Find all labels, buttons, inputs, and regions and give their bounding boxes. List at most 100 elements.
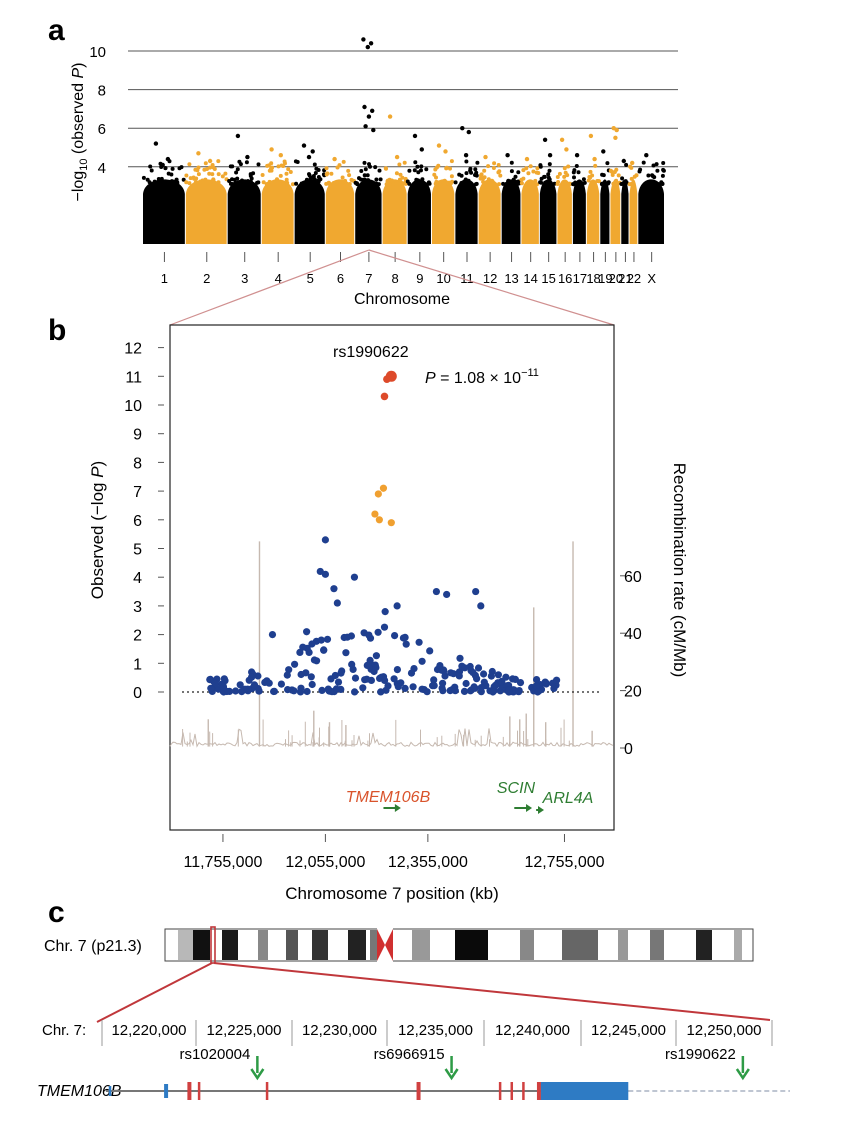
snp-point — [473, 167, 478, 172]
xtick-label-chr-19: 19 — [598, 271, 612, 286]
snp-point — [453, 180, 458, 185]
snp-point — [346, 168, 351, 173]
snp-point — [552, 181, 557, 186]
xtick-label-chr-7: 7 — [365, 271, 372, 286]
snp-point-low — [330, 585, 338, 593]
panel-label-b: b — [48, 314, 66, 347]
chromosome-label: Chr. 7 (p21.3) — [44, 938, 142, 955]
snp-point — [394, 171, 399, 176]
snp-point — [526, 171, 531, 176]
snp-point — [531, 169, 536, 174]
snp-point — [506, 178, 511, 183]
snp-point — [496, 163, 501, 167]
snp-point — [260, 173, 265, 177]
zoom-line-right — [213, 962, 771, 1021]
ruler-label-6: 12,250,000 — [686, 1022, 761, 1039]
snp-point — [366, 178, 371, 183]
chromosome-band — [193, 930, 210, 960]
snp-point — [275, 177, 279, 182]
snp-point — [546, 172, 551, 177]
snp-point — [284, 171, 289, 176]
snp-point-low — [207, 684, 215, 692]
snp-point — [266, 163, 271, 168]
y-axis-left-label: Observed (−log P) — [88, 461, 107, 599]
snp-point — [616, 173, 621, 178]
snp-point — [629, 165, 634, 170]
snp-point — [450, 179, 455, 184]
snp-point-low — [291, 660, 299, 668]
snp-point — [538, 180, 543, 185]
snp-point — [391, 182, 396, 187]
snp-point — [651, 179, 656, 184]
snp-point — [314, 166, 319, 171]
ytick-left-label-6: 6 — [133, 513, 142, 530]
snp-point-low — [532, 682, 541, 690]
snp-point-low — [511, 675, 519, 684]
snp-point — [244, 160, 249, 165]
chromosome-3-dense-block — [227, 179, 261, 244]
snp-point — [255, 180, 259, 185]
snp-point-low — [265, 679, 273, 687]
xtick-label-chr-21: 21 — [618, 271, 632, 286]
xtick-label-chr-9: 9 — [416, 271, 423, 286]
xtick-label-chr-12: 12 — [483, 271, 497, 286]
snp-point — [208, 165, 212, 170]
snp-point — [187, 181, 192, 186]
snp-point — [212, 167, 217, 171]
chromosome-band — [370, 930, 377, 960]
ruler-label-3: 12,235,000 — [398, 1022, 473, 1039]
ytick-left-label-2: 2 — [133, 628, 142, 645]
chromosome-10-dense-block — [431, 179, 455, 244]
snp-point — [307, 172, 311, 177]
ytick-left-label-0: 0 — [133, 685, 142, 702]
snp-point-low — [451, 687, 459, 695]
snp-point — [302, 182, 307, 187]
snp-point — [646, 173, 651, 178]
snp-point-low — [456, 654, 464, 662]
y-axis-right-label: Recombination rate (cM/Mb) — [670, 463, 689, 677]
snp-point — [207, 171, 212, 176]
chromosome-band — [178, 930, 193, 960]
snp-point — [416, 178, 421, 183]
snp-point — [216, 180, 221, 185]
peak-snp-point — [574, 153, 580, 158]
snp-point — [153, 180, 157, 185]
chromosome-14-points — [519, 156, 541, 244]
snp-point — [610, 173, 615, 177]
exon — [416, 1082, 421, 1100]
snp-point — [627, 182, 632, 187]
xtick-label-chr-1: 1 — [161, 271, 168, 286]
chromosome-8-dense-block — [382, 179, 407, 244]
snp-point — [650, 173, 655, 178]
snp-point-low — [401, 684, 409, 693]
peak-snp-point — [614, 127, 619, 133]
snp-point-low — [418, 685, 426, 693]
snp-point — [555, 175, 560, 179]
snp-point — [277, 182, 282, 187]
ruler-label-4: 12,240,000 — [495, 1022, 570, 1039]
snp-point-low — [553, 676, 561, 684]
snp-point — [555, 182, 560, 186]
snp-point — [461, 180, 466, 185]
snp-point-low — [472, 587, 480, 596]
chromosome-19-dense-block — [600, 179, 610, 244]
peak-snp-point — [306, 154, 312, 160]
peak-snp-point — [245, 154, 250, 160]
snp-point-low — [302, 669, 310, 677]
snp-point — [572, 175, 576, 180]
snp-point — [220, 174, 225, 179]
chromosome-21-points — [619, 158, 629, 244]
snp-point — [324, 166, 329, 171]
snp-point-low — [449, 670, 458, 678]
snp-point — [402, 160, 407, 165]
snp-point-low — [439, 679, 447, 687]
panel-label-c: c — [48, 896, 65, 929]
chromosome-7-points — [353, 37, 383, 244]
snp-point — [194, 176, 199, 181]
chromosome-band — [258, 930, 268, 960]
snp-point — [223, 171, 228, 176]
snp-point — [304, 177, 309, 182]
snp-point — [184, 173, 189, 178]
peak-snp-point — [466, 129, 471, 135]
snp-point-low — [440, 667, 448, 675]
